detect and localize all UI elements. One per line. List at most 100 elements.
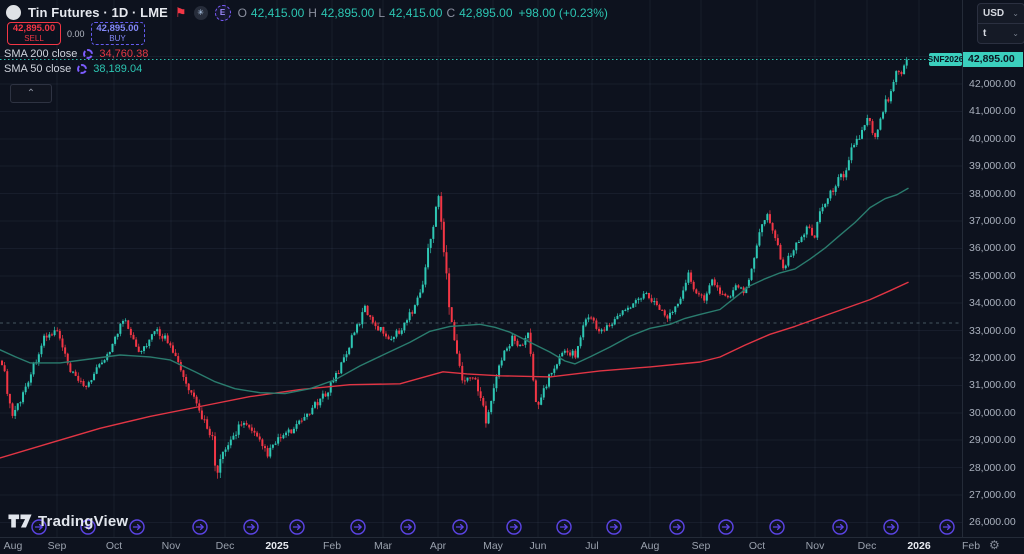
ohlc-readout: O 42,415.00 H 42,895.00 L 42,415.00 C 42… [238, 6, 608, 20]
time-axis-label: Sep [47, 540, 67, 552]
indicator-value: 38,189.04 [93, 63, 143, 75]
candlestick-series [1, 57, 908, 479]
price-axis-label: 42,000.00 [969, 78, 1016, 90]
time-axis-label: Feb [322, 540, 342, 552]
axis-settings-gear-icon[interactable]: ⚙ [989, 538, 1000, 552]
chart-pane[interactable]: Tin Futures · 1D · LME ⚑ ✳ E O 42,415.00… [0, 0, 964, 537]
price-axis-label: 31,000.00 [969, 379, 1016, 392]
price-axis-label: 39,000.00 [969, 160, 1016, 173]
price-axis-label: 34,000.00 [969, 297, 1016, 310]
change-value: +98.00 (+0.23%) [518, 5, 608, 20]
loading-spinner-icon [77, 64, 88, 74]
time-axis-label: Dec [857, 540, 877, 552]
sma-50-line [0, 187, 909, 395]
price-axis-label: 36,000.00 [969, 242, 1016, 255]
price-chart[interactable] [0, 0, 962, 537]
tradingview-watermark[interactable]: TradingView [8, 511, 128, 531]
contract-roll-icon[interactable] [939, 519, 955, 535]
collapse-legend-button[interactable]: ⌃ [10, 84, 52, 103]
buy-price: 42,895.00 [96, 22, 139, 34]
contract-roll-icon[interactable] [606, 519, 622, 535]
last-price-tag: 42,895.00 [963, 51, 1023, 67]
contract-roll-icon[interactable] [80, 519, 96, 535]
snowflake-badge-icon[interactable]: ✳ [193, 5, 208, 20]
sma-200-line [0, 281, 909, 459]
time-axis-label: Nov [805, 540, 825, 552]
spread-value: 0.00 [67, 28, 85, 39]
currency-value: USD [983, 8, 1005, 19]
open-value: 42,415.00 [250, 5, 305, 20]
high-value: 42,895.00 [320, 5, 375, 20]
chevron-up-icon: ⌃ [26, 87, 36, 99]
loading-spinner-icon [83, 49, 94, 59]
price-axis-label: 37,000.00 [969, 215, 1016, 227]
contract-roll-icon[interactable] [832, 519, 848, 535]
sell-label: SELL [24, 34, 44, 44]
time-axis-label: Jul [585, 540, 599, 552]
symbol-header: Tin Futures · 1D · LME ⚑ ✳ E O 42,415.00… [6, 4, 608, 21]
contract-roll-icon[interactable] [769, 519, 785, 535]
contract-roll-icon[interactable] [452, 519, 468, 535]
time-axis-label: Aug [640, 540, 660, 552]
close-value: 42,895.00 [459, 5, 513, 20]
symbol-title[interactable]: Tin Futures · 1D · LME [28, 5, 168, 20]
contract-roll-icon[interactable] [192, 519, 208, 535]
time-axis-label: Apr [429, 540, 447, 552]
time-axis-label: Oct [748, 540, 766, 552]
watermark-text: TradingView [38, 512, 129, 530]
time-axis-label: Mar [373, 540, 393, 552]
contract-roll-icon[interactable] [350, 519, 366, 535]
price-axis-label: 26,000.00 [969, 516, 1016, 529]
price-axis-label: 32,000.00 [969, 352, 1016, 364]
indicator-name: SMA 50 close [4, 63, 72, 75]
close-label: C [446, 5, 456, 20]
contract-roll-icon[interactable] [883, 519, 899, 535]
time-axis-label: Feb [961, 540, 981, 552]
price-axis[interactable]: 43,000.0042,000.0041,000.0040,000.0039,0… [962, 0, 1024, 537]
price-axis-label: 29,000.00 [969, 434, 1016, 447]
contract-roll-icon[interactable] [669, 519, 685, 535]
time-axis-label: 2026 [907, 540, 931, 552]
price-axis-label: 27,000.00 [969, 489, 1016, 501]
instrument-logo [6, 5, 21, 20]
time-axis-label: May [483, 540, 503, 552]
contract-roll-icon[interactable] [400, 519, 416, 535]
trade-buttons: 42,895.00 SELL 0.00 42,895.00 BUY [7, 22, 145, 45]
time-axis-label: Jun [529, 540, 547, 552]
high-label: H [308, 5, 317, 20]
buy-button[interactable]: 42,895.00 BUY [90, 22, 145, 45]
contract-roll-icon[interactable] [556, 519, 572, 535]
contract-roll-icon[interactable] [506, 519, 522, 535]
time-axis[interactable]: Aug Sep Oct Nov Dec 2025 Feb Mar Apr May Jun Jul Aug… [0, 537, 1024, 554]
open-label: O [237, 5, 247, 20]
contract-roll-icon[interactable] [718, 519, 734, 535]
price-axis-label: 40,000.00 [969, 132, 1016, 145]
sell-price: 42,895.00 [12, 22, 56, 34]
price-axis-label: 38,000.00 [969, 187, 1016, 200]
axis-unit-panel: USD ⌄ t ⌄ [977, 3, 1024, 44]
chevron-down-icon: ⌄ [1012, 9, 1019, 18]
sell-button[interactable]: 42,895.00 SELL [7, 22, 61, 45]
price-axis-label: 41,000.00 [969, 105, 1016, 118]
unit-select[interactable]: t ⌄ [978, 24, 1024, 43]
contract-roll-icon[interactable] [129, 519, 145, 535]
low-value: 42,415.00 [389, 5, 443, 20]
indicator-row-sma50[interactable]: SMA 50 close 38,189.04 [4, 63, 142, 75]
contract-roll-icon[interactable] [289, 519, 305, 535]
contract-tag: SNF2026 [927, 52, 964, 66]
indicator-name: SMA 200 close [4, 48, 78, 60]
eod-badge-icon[interactable]: E [214, 4, 231, 21]
time-axis-label: Sep [691, 540, 711, 552]
contract-roll-icon[interactable] [243, 519, 259, 535]
time-axis-label: Oct [105, 540, 123, 552]
unit-value: t [983, 28, 987, 39]
currency-select[interactable]: USD ⌄ [978, 4, 1024, 24]
flag-icon[interactable]: ⚑ [174, 5, 187, 20]
contract-roll-icon[interactable] [31, 519, 47, 535]
indicator-row-sma200[interactable]: SMA 200 close 34,760.38 [4, 48, 148, 60]
price-axis-label: 35,000.00 [969, 269, 1016, 282]
low-label: L [378, 5, 386, 20]
time-axis-label: 2025 [265, 540, 289, 552]
price-axis-label: 30,000.00 [969, 406, 1016, 419]
